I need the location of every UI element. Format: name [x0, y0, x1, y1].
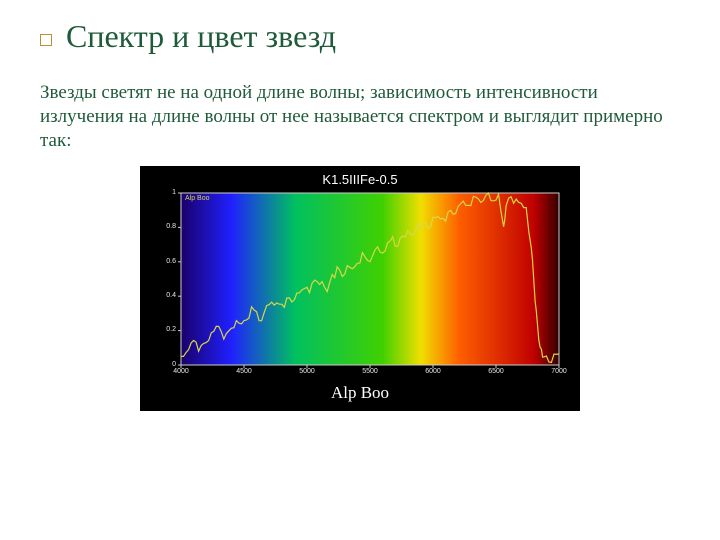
- chart-xtick: 7000: [547, 368, 571, 375]
- slide-title: Спектр и цвет звезд: [66, 18, 336, 55]
- chart-xtick: 4500: [232, 368, 256, 375]
- chart-xtick: 6000: [421, 368, 445, 375]
- chart-xtick: 4000: [169, 368, 193, 375]
- chart-ytick: 0.2: [156, 326, 176, 333]
- chart-xtick: 5000: [295, 368, 319, 375]
- chart-ytick: 0.6: [156, 258, 176, 265]
- chart-xtick: 5500: [358, 368, 382, 375]
- chart-ytick: 1: [156, 189, 176, 196]
- title-bullet-icon: [40, 34, 52, 46]
- title-row: Спектр и цвет звезд: [40, 18, 680, 55]
- body-text: Звезды светят не на одной длине волны; з…: [40, 81, 680, 152]
- chart-title: K1.5IIIFe-0.5: [144, 172, 576, 187]
- chart-ytick: 0.8: [156, 223, 176, 230]
- chart-ytick: 0: [156, 361, 176, 368]
- chart-caption: Alp Boo: [144, 383, 576, 403]
- chart-xtick: 6500: [484, 368, 508, 375]
- chart-ytick: 0.4: [156, 292, 176, 299]
- chart-plot: 00.20.40.60.8140004500500055006000650070…: [155, 189, 565, 379]
- slide: Спектр и цвет звезд Звезды светят не на …: [0, 0, 720, 540]
- chart-plot-label: Alp Boo: [185, 195, 210, 202]
- spectrum-chart: K1.5IIIFe-0.5 0 0.2 0.4 0.6 0.8 1 4000 4500 5000…: [140, 166, 580, 411]
